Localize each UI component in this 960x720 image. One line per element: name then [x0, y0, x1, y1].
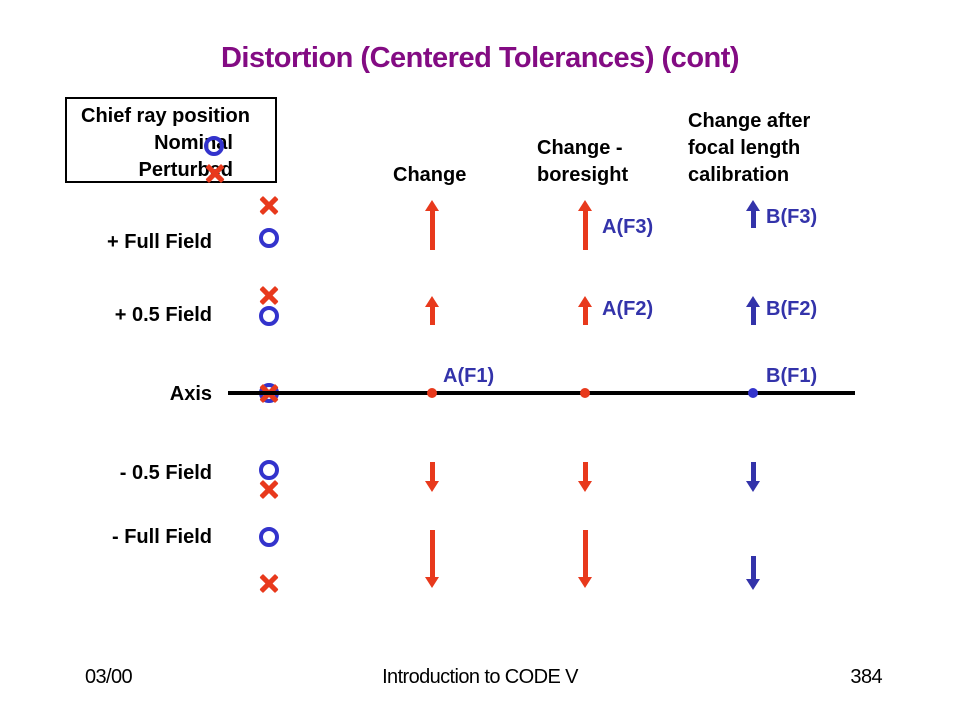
up-arrow-icon: [429, 211, 435, 250]
label-a-f1: A(F1): [443, 365, 495, 387]
axis-dot-calibration: [748, 388, 758, 398]
row-label-minus-full-field: - Full Field: [112, 526, 212, 548]
footer-date: 03/00: [85, 666, 133, 688]
row-label-plus-full-field: + Full Field: [106, 231, 212, 253]
footer-course-title: Introduction to CODE V: [382, 666, 578, 688]
nominal-circle-icon: [259, 527, 279, 547]
up-arrow-icon: [582, 307, 588, 325]
perturbed-x-icon: [259, 573, 279, 593]
down-arrow-icon: [750, 556, 756, 579]
perturbed-x-icon: [259, 285, 279, 305]
column-header-change-after-calibration: Change after focal length calibration: [688, 110, 811, 186]
slide-title: Distortion (Centered Tolerances) (cont): [220, 42, 740, 74]
down-arrow-icon: [429, 530, 435, 577]
down-arrow-icon: [750, 462, 756, 481]
perturbed-x-icon: [205, 163, 225, 183]
axis-dot-boresight: [580, 388, 590, 398]
label-b-f2: B(F2): [766, 298, 818, 320]
label-b-f3: B(F3): [766, 206, 818, 228]
perturbed-x-icon: [259, 195, 279, 215]
footer-page-number: 384: [850, 666, 882, 688]
axis-dot-change: [427, 388, 437, 398]
label-b-f1: B(F1): [766, 365, 818, 387]
nominal-circle-icon: [204, 136, 224, 156]
axis-line: [228, 391, 855, 395]
nominal-circle-icon: [259, 306, 279, 326]
label-a-f3: A(F3): [602, 216, 654, 238]
down-arrow-icon: [582, 530, 588, 577]
up-arrow-icon: [750, 211, 756, 228]
up-arrow-icon: [750, 307, 756, 325]
row-label-plus-half-field: + 0.5 Field: [114, 304, 212, 326]
row-label-axis: Axis: [169, 383, 212, 405]
nominal-circle-icon: [259, 460, 279, 480]
column-header-change-boresight: Change - boresight: [537, 137, 629, 186]
label-a-f2: A(F2): [602, 298, 654, 320]
up-arrow-icon: [429, 307, 435, 325]
row-label-minus-half-field: - 0.5 Field: [119, 462, 212, 484]
column-header-change: Change: [393, 164, 467, 186]
legend-heading: Chief ray position: [81, 105, 250, 127]
legend-box: Chief ray position Nominal Perturbed: [65, 97, 277, 183]
down-arrow-icon: [429, 462, 435, 481]
perturbed-x-icon: [259, 479, 279, 499]
up-arrow-icon: [582, 211, 588, 250]
nominal-circle-icon: [259, 228, 279, 248]
down-arrow-icon: [582, 462, 588, 481]
